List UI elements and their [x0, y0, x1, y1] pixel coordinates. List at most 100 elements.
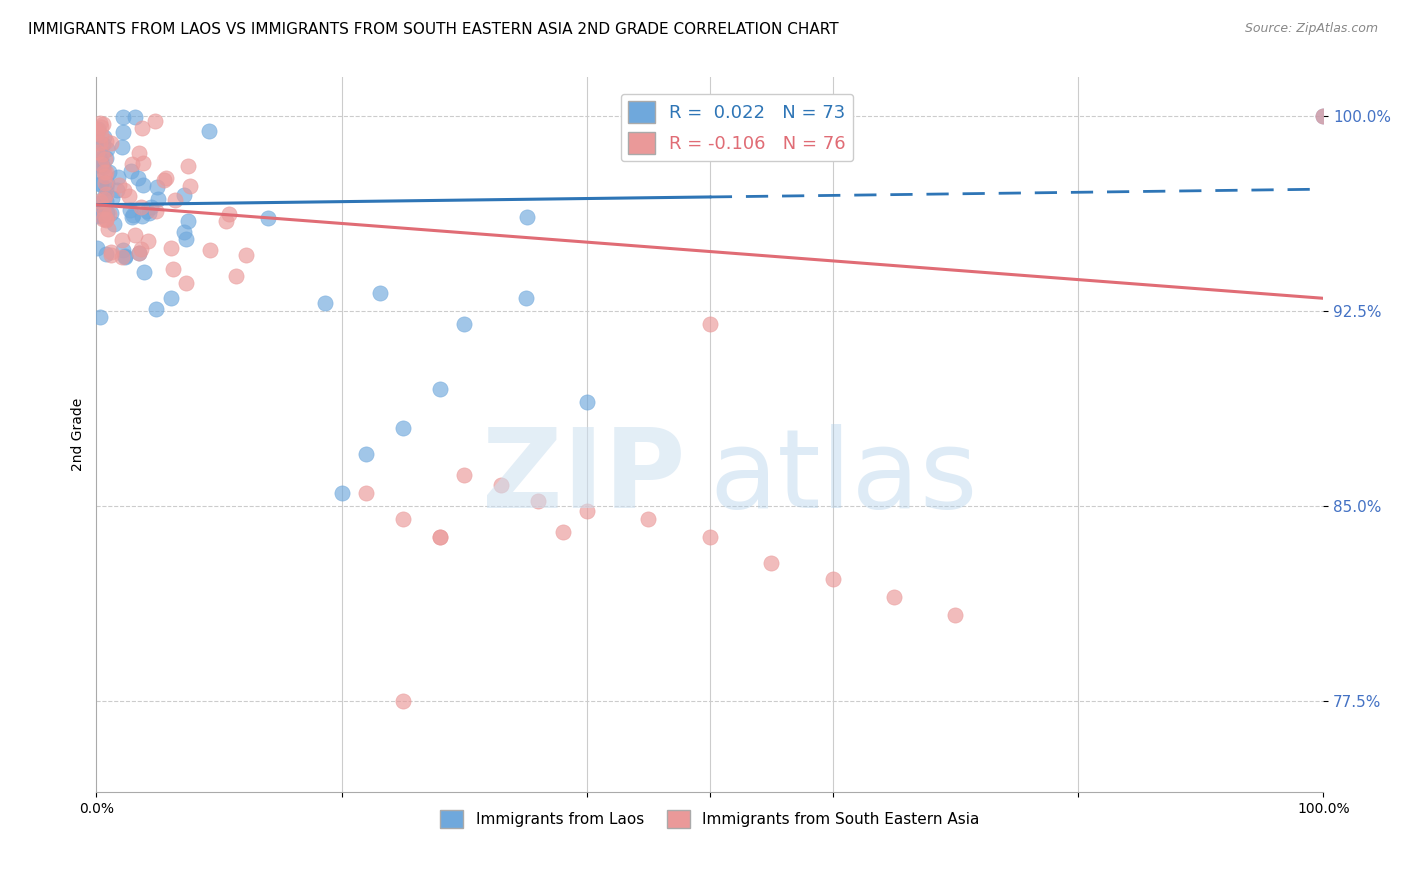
Immigrants from Laos [132, 178, 155, 192]
Immigrants from Laos [111, 124, 134, 138]
Immigrants from Laos [91, 160, 114, 174]
Immigrants from Laos [111, 243, 134, 257]
Immigrants from Laos [173, 188, 195, 202]
Immigrants from Laos [103, 217, 125, 231]
Immigrants from South Eastern Asia [91, 147, 114, 161]
Immigrants from South Eastern Asia [1312, 110, 1334, 124]
Immigrants from South Eastern Asia [131, 242, 153, 256]
Immigrants from South Eastern Asia [392, 694, 415, 708]
Immigrants from Laos [330, 486, 353, 500]
Immigrants from South Eastern Asia [225, 269, 247, 284]
Immigrants from South Eastern Asia [97, 206, 120, 220]
Immigrants from South Eastern Asia [94, 134, 117, 148]
Text: Source: ZipAtlas.com: Source: ZipAtlas.com [1244, 22, 1378, 36]
Immigrants from South Eastern Asia [97, 222, 120, 236]
Immigrants from Laos [89, 159, 111, 173]
Immigrants from South Eastern Asia [198, 243, 221, 257]
Immigrants from South Eastern Asia [128, 146, 150, 161]
Immigrants from Laos [91, 208, 114, 222]
Immigrants from Laos [96, 142, 118, 156]
Immigrants from South Eastern Asia [91, 201, 114, 215]
Immigrants from Laos [314, 296, 336, 310]
Immigrants from South Eastern Asia [145, 203, 167, 218]
Immigrants from Laos [124, 110, 146, 124]
Immigrants from South Eastern Asia [90, 128, 112, 142]
Immigrants from Laos [516, 210, 538, 224]
Immigrants from Laos [86, 202, 108, 216]
Immigrants from Laos [89, 177, 111, 191]
Immigrants from South Eastern Asia [429, 530, 451, 544]
Immigrants from Laos [145, 180, 167, 194]
Immigrants from South Eastern Asia [93, 206, 115, 220]
Immigrants from South Eastern Asia [89, 116, 111, 130]
Immigrants from Laos [112, 110, 135, 124]
Immigrants from South Eastern Asia [759, 557, 782, 571]
Immigrants from Laos [107, 169, 129, 184]
Immigrants from South Eastern Asia [100, 136, 122, 151]
Immigrants from Laos [90, 178, 112, 192]
Immigrants from Laos [114, 249, 136, 263]
Immigrants from South Eastern Asia [177, 159, 200, 173]
Immigrants from Laos [105, 183, 128, 197]
Immigrants from Laos [86, 141, 108, 155]
Immigrants from South Eastern Asia [576, 504, 599, 518]
Immigrants from Laos [1312, 110, 1334, 124]
Immigrants from Laos [127, 171, 149, 186]
Immigrants from Laos [257, 211, 280, 225]
Immigrants from Laos [87, 122, 110, 136]
Immigrants from South Eastern Asia [489, 478, 512, 492]
Immigrants from Laos [96, 206, 118, 220]
Immigrants from South Eastern Asia [821, 572, 844, 586]
Immigrants from Laos [174, 232, 197, 246]
Text: ZIP: ZIP [482, 424, 685, 531]
Immigrants from South Eastern Asia [94, 152, 117, 166]
Immigrants from South Eastern Asia [155, 171, 177, 186]
Immigrants from Laos [87, 208, 110, 222]
Immigrants from South Eastern Asia [699, 318, 721, 332]
Immigrants from South Eastern Asia [163, 193, 186, 207]
Immigrants from South Eastern Asia [118, 189, 141, 203]
Immigrants from South Eastern Asia [943, 608, 966, 623]
Immigrants from Laos [160, 291, 183, 305]
Immigrants from Laos [93, 190, 115, 204]
Immigrants from Laos [145, 301, 167, 316]
Immigrants from Laos [453, 318, 475, 332]
Immigrants from Laos [392, 421, 415, 435]
Immigrants from South Eastern Asia [86, 123, 108, 137]
Immigrants from South Eastern Asia [91, 117, 114, 131]
Immigrants from Laos [86, 164, 108, 178]
Immigrants from South Eastern Asia [124, 228, 146, 243]
Immigrants from Laos [90, 153, 112, 168]
Immigrants from South Eastern Asia [136, 235, 159, 249]
Immigrants from Laos [94, 181, 117, 195]
Text: IMMIGRANTS FROM LAOS VS IMMIGRANTS FROM SOUTH EASTERN ASIA 2ND GRADE CORRELATION: IMMIGRANTS FROM LAOS VS IMMIGRANTS FROM … [28, 22, 839, 37]
Immigrants from Laos [86, 241, 108, 255]
Immigrants from Laos [100, 206, 122, 220]
Immigrants from South Eastern Asia [131, 121, 153, 136]
Immigrants from South Eastern Asia [128, 246, 150, 260]
Immigrants from Laos [146, 192, 169, 206]
Immigrants from Laos [121, 210, 143, 224]
Immigrants from South Eastern Asia [93, 165, 115, 179]
Immigrants from Laos [173, 225, 195, 239]
Immigrants from Laos [368, 285, 391, 300]
Immigrants from South Eastern Asia [107, 178, 129, 193]
Immigrants from Laos [138, 206, 160, 220]
Immigrants from South Eastern Asia [160, 241, 183, 255]
Immigrants from Laos [96, 194, 118, 209]
Immigrants from South Eastern Asia [90, 157, 112, 171]
Immigrants from South Eastern Asia [93, 176, 115, 190]
Immigrants from Laos [139, 200, 162, 214]
Immigrants from Laos [515, 291, 537, 305]
Immigrants from South Eastern Asia [551, 525, 574, 540]
Immigrants from South Eastern Asia [100, 245, 122, 260]
Immigrants from Laos [96, 151, 118, 165]
Immigrants from South Eastern Asia [179, 178, 201, 193]
Immigrants from South Eastern Asia [100, 248, 122, 262]
Immigrants from Laos [198, 124, 221, 138]
Immigrants from South Eastern Asia [162, 261, 184, 276]
Y-axis label: 2nd Grade: 2nd Grade [72, 398, 86, 471]
Immigrants from South Eastern Asia [235, 247, 257, 261]
Immigrants from South Eastern Asia [111, 250, 134, 264]
Immigrants from Laos [136, 204, 159, 219]
